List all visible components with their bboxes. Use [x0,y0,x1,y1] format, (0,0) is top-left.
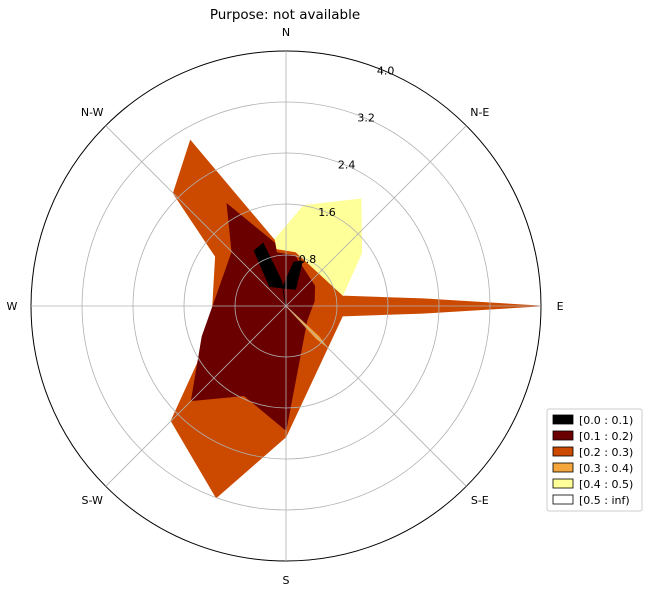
r-tick-label-0: 0.8 [299,253,317,266]
grid-spoke-3 [285,305,467,487]
legend-swatch-5 [552,494,574,505]
tick-label-layer: 0.8 1.6 2.4 3.2 4.0 [299,64,395,266]
wedge-layer [170,139,542,499]
direction-label-s-w: S-W [82,494,104,507]
legend-label-4: [0.4 : 0.5) [579,478,633,491]
grid-spoke-5 [105,305,287,487]
chart-title: Purpose: not available [210,7,360,23]
direction-label-e: E [557,300,564,313]
direction-label-w: W [6,300,17,313]
direction-label-s-e: S-E [471,494,489,507]
legend-swatch-4 [552,478,574,489]
r-tick-label-1: 1.6 [318,206,336,219]
direction-label-n-e: N-E [470,106,489,119]
direction-label-n: N [282,26,290,39]
r-tick-label-2: 2.4 [338,159,356,172]
legend-label-3: [0.3 : 0.4) [579,462,633,475]
direction-label-s: S [283,574,290,587]
grid-spoke-1 [285,125,467,307]
grid-spoke-7 [105,125,287,307]
legend: [0.0 : 0.1) [0.1 : 0.2) [0.2 : 0.3) [0.3 : … [546,408,643,512]
legend-swatch-0 [552,414,574,425]
legend-swatch-3 [552,462,574,473]
legend-label-0: [0.0 : 0.1) [579,414,633,427]
r-tick-label-4: 4.0 [377,64,395,77]
legend-label-2: [0.2 : 0.3) [579,446,633,459]
legend-label-5: [0.5 : inf) [579,494,630,507]
legend-swatch-2 [552,446,574,457]
legend-swatch-1 [552,430,574,441]
legend-label-1: [0.1 : 0.2) [579,430,633,443]
direction-label-layer: N N-E E S-E S S-W W N-W [6,26,563,587]
direction-label-n-w: N-W [81,106,104,119]
grid-layer [30,50,542,562]
r-tick-label-3: 3.2 [357,112,375,125]
